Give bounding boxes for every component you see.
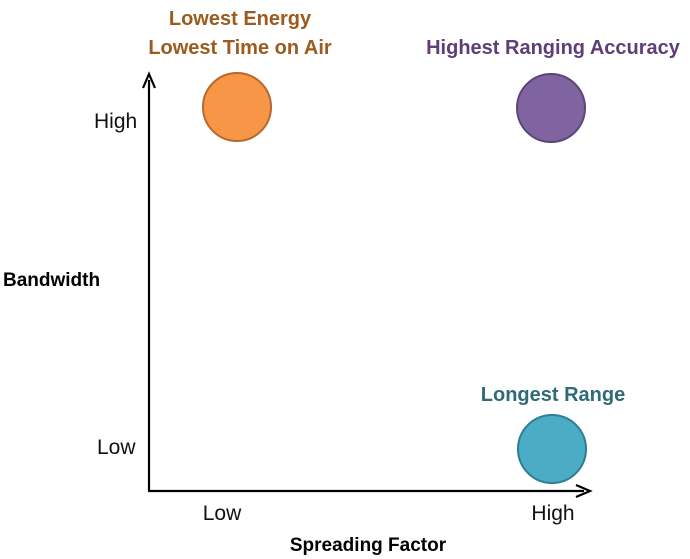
annotation-line-1: Lowest Energy — [168, 8, 312, 30]
y-axis-arrowhead — [141, 71, 157, 89]
x-tick-high: High — [531, 502, 575, 525]
y-tick-high: High — [94, 110, 138, 133]
y-axis-title: Bandwidth — [3, 270, 101, 291]
x-tick-low: Low — [202, 502, 242, 525]
annotation-highest-ranging-accuracy: Highest Ranging Accuracy — [426, 34, 680, 63]
y-tick-low: Low — [97, 436, 136, 459]
circle-highest-ranging-accuracy — [516, 73, 586, 143]
x-axis-title: Spreading Factor — [289, 535, 447, 556]
annotation-lowest-energy: Lowest Energy Lowest Time on Air — [148, 5, 331, 63]
annotation-longest-range: Longest Range — [481, 381, 625, 410]
circle-longest-range — [517, 414, 587, 484]
annotation-line-1: Highest Ranging Accuracy — [426, 37, 680, 59]
circle-lowest-energy — [202, 72, 272, 142]
annotation-line-2: Lowest Time on Air — [148, 37, 332, 59]
x-axis-arrowhead — [575, 483, 593, 499]
annotation-line-1: Longest Range — [480, 384, 626, 406]
